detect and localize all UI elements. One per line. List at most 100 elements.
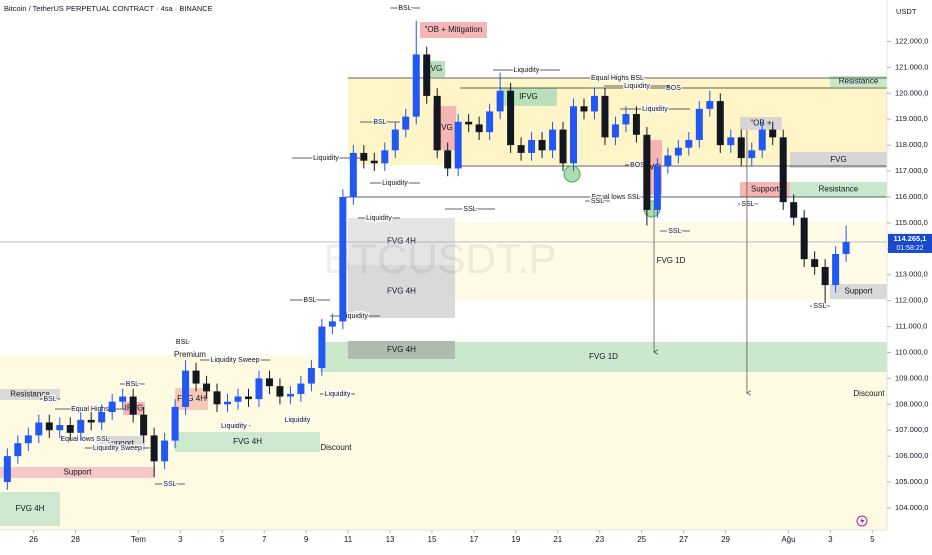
level-label: Liquidity Sweep: [93, 445, 142, 452]
candle-body: [832, 253, 840, 286]
zone-label: FVG 1D: [657, 256, 686, 265]
candle-body: [611, 124, 619, 138]
candle-body: [56, 425, 64, 431]
currency-label: USDT: [896, 7, 917, 16]
candle-body: [465, 121, 473, 125]
zone: [420, 22, 487, 38]
candle-body: [244, 396, 252, 400]
x-tick-label: Tem: [131, 535, 146, 544]
candle-body: [528, 139, 536, 153]
level-label: BSL: [398, 5, 411, 12]
zone: [347, 340, 456, 360]
candle-body: [842, 241, 850, 254]
level-label: Equal lows SSL: [61, 436, 110, 443]
candle-body: [381, 150, 389, 164]
zone-label: FVG 4H: [16, 504, 45, 513]
candle-body: [318, 326, 326, 369]
zone: [175, 432, 320, 452]
level-label: BSL: [126, 381, 139, 388]
candle-body: [433, 95, 441, 151]
zone: [789, 152, 887, 168]
y-tick-label: 105.000,0: [895, 477, 928, 486]
level-label: SSL: [463, 206, 476, 213]
candle-body: [349, 152, 357, 197]
candle-body: [643, 134, 651, 210]
candle-body: [779, 137, 787, 203]
zone-label: Support: [63, 468, 92, 477]
zone-label: Resistance: [10, 390, 50, 399]
x-tick-label: 26: [29, 535, 38, 544]
zone: [499, 87, 557, 106]
alert-icon[interactable]: [856, 515, 868, 527]
watermark: BTCUSDT.P: [323, 235, 556, 282]
y-tick-label: 104.000,0: [895, 503, 928, 512]
candle-body: [213, 391, 221, 405]
y-tick-label: 115.000,0: [895, 218, 928, 227]
zone-label: FVG 4H: [177, 394, 206, 403]
x-tick-label: 9: [304, 535, 309, 544]
x-tick-label: 11: [344, 535, 353, 544]
candle-body: [444, 150, 452, 169]
zone: [740, 116, 782, 130]
zone-label: FVG: [436, 123, 452, 132]
candle-body: [674, 147, 682, 156]
level-label: Liquidity: [624, 83, 650, 90]
level-label: SSL: [668, 228, 681, 235]
candle-body: [171, 406, 179, 441]
x-tick-label: 27: [679, 535, 688, 544]
zone: [789, 181, 887, 197]
annotation: Discount: [320, 443, 352, 452]
candle-body: [255, 378, 263, 400]
candle-body: [632, 114, 640, 135]
zone-label: FVG 1D: [589, 352, 618, 361]
candle-body: [790, 202, 798, 218]
zone: [347, 265, 456, 318]
x-tick-label: 21: [553, 535, 562, 544]
zone-label: FVG 4H: [387, 345, 416, 354]
zone-label: FVG: [830, 155, 846, 164]
candle-body: [716, 101, 724, 146]
y-tick-label: 111.000,0: [895, 322, 927, 331]
candle-body: [234, 396, 242, 402]
level-label: Equal lows SSL: [591, 194, 640, 201]
price-axis: [887, 0, 932, 550]
candle-body: [402, 116, 410, 130]
level-label: BSL: [43, 396, 56, 403]
y-tick-label: 107.000,0: [895, 425, 928, 434]
x-tick-label: 28: [71, 535, 80, 544]
level-label: SSL: [163, 481, 176, 488]
x-tick-label: 3: [828, 535, 833, 544]
x-tick-label: 5: [220, 535, 225, 544]
x-tick-label: 17: [469, 535, 478, 544]
zone: [829, 283, 887, 300]
y-tick-label: 113.000,0: [895, 270, 928, 279]
zone-label: "OB +: [750, 119, 772, 128]
y-tick-label: 119.000,0: [895, 114, 928, 123]
candle-body: [98, 412, 106, 423]
candle-body: [570, 106, 578, 164]
highlight-circle: [563, 165, 581, 183]
candle-body: [150, 435, 158, 462]
annotation: Discount: [853, 389, 885, 398]
candle-body: [161, 440, 169, 462]
x-tick-label: 7: [262, 535, 267, 544]
level-label: SSL: [741, 201, 754, 208]
candle-body: [77, 419, 85, 433]
zone-label: FVG 4H: [233, 437, 262, 446]
candle-body: [622, 114, 630, 125]
candle-body: [14, 443, 22, 457]
level-label: Liquidity -: [221, 423, 252, 430]
candle-body: [192, 370, 200, 384]
zone: [347, 217, 456, 265]
x-tick-label: 5: [870, 535, 875, 544]
zone-label: FVG 4H: [387, 237, 416, 246]
level-label: Liquidity: [382, 180, 408, 187]
y-tick-label: 116.000,0: [895, 192, 928, 201]
zone-label: "OB + Mitigation: [425, 25, 483, 34]
level-label: BSL: [303, 297, 316, 304]
candle-body: [695, 108, 703, 140]
level-label: Liquidity: [366, 215, 392, 222]
x-tick-label: 29: [721, 535, 730, 544]
candle-body: [297, 383, 305, 394]
level-label: Liquidity Sweep: [211, 357, 260, 364]
